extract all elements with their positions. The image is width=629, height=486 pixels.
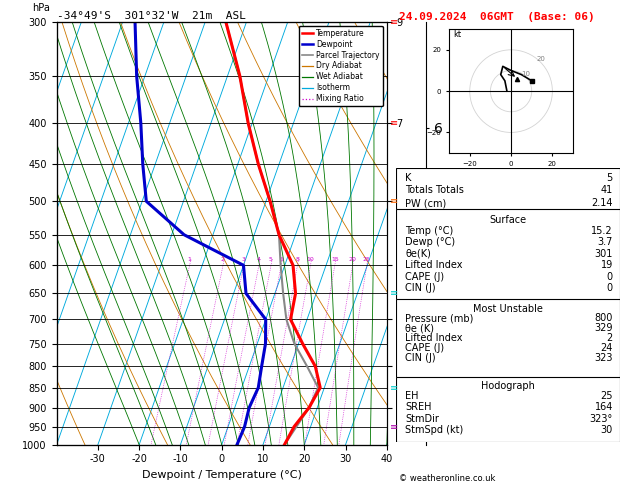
Text: LCL: LCL	[503, 383, 518, 392]
Text: SREH: SREH	[405, 402, 431, 413]
Text: 5: 5	[269, 257, 273, 262]
Text: 0: 0	[607, 283, 613, 293]
Text: ≡: ≡	[390, 422, 398, 432]
Text: 41: 41	[601, 186, 613, 195]
Text: 3.7: 3.7	[598, 237, 613, 247]
Text: CAPE (J): CAPE (J)	[405, 343, 444, 353]
Text: 24: 24	[601, 343, 613, 353]
Text: 301: 301	[594, 249, 613, 259]
Text: 10: 10	[306, 257, 314, 262]
Text: 323°: 323°	[589, 414, 613, 424]
Text: 15.2: 15.2	[591, 226, 613, 236]
Text: 4: 4	[257, 257, 261, 262]
Text: 3: 3	[242, 257, 246, 262]
X-axis label: Dewpoint / Temperature (°C): Dewpoint / Temperature (°C)	[142, 470, 302, 480]
Legend: Temperature, Dewpoint, Parcel Trajectory, Dry Adiabat, Wet Adiabat, Isotherm, Mi: Temperature, Dewpoint, Parcel Trajectory…	[299, 26, 383, 106]
Text: 2: 2	[221, 257, 225, 262]
Y-axis label: Mixing Ratio (g/kg): Mixing Ratio (g/kg)	[446, 187, 456, 279]
Text: 800: 800	[594, 313, 613, 323]
Text: Surface: Surface	[489, 215, 526, 226]
Text: 0: 0	[607, 272, 613, 282]
Text: 1: 1	[187, 257, 191, 262]
Text: 2: 2	[606, 333, 613, 343]
Text: -34°49'S  301°32'W  21m  ASL: -34°49'S 301°32'W 21m ASL	[57, 11, 245, 21]
Text: 10: 10	[521, 71, 530, 77]
FancyBboxPatch shape	[396, 168, 620, 209]
Text: 15: 15	[331, 257, 338, 262]
Text: θe(K): θe(K)	[405, 249, 431, 259]
Text: Temp (°C): Temp (°C)	[405, 226, 454, 236]
FancyBboxPatch shape	[396, 209, 620, 299]
Text: K: K	[405, 173, 411, 183]
Text: 24.09.2024  06GMT  (Base: 06): 24.09.2024 06GMT (Base: 06)	[399, 12, 595, 22]
Text: 164: 164	[594, 402, 613, 413]
Text: 323: 323	[594, 353, 613, 363]
Text: Pressure (mb): Pressure (mb)	[405, 313, 474, 323]
Text: ≡: ≡	[390, 17, 398, 27]
Text: Lifted Index: Lifted Index	[405, 260, 463, 270]
Text: 20: 20	[348, 257, 357, 262]
Text: CIN (J): CIN (J)	[405, 353, 436, 363]
Text: © weatheronline.co.uk: © weatheronline.co.uk	[399, 474, 496, 483]
Text: ≡: ≡	[390, 382, 398, 393]
Text: θe (K): θe (K)	[405, 323, 434, 333]
Text: ≡: ≡	[390, 288, 398, 298]
Text: 30: 30	[601, 425, 613, 435]
FancyBboxPatch shape	[396, 377, 620, 442]
Text: 19: 19	[601, 260, 613, 270]
Text: EH: EH	[405, 391, 419, 401]
Text: PW (cm): PW (cm)	[405, 198, 447, 208]
Text: Most Unstable: Most Unstable	[473, 304, 543, 314]
Text: kt: kt	[454, 31, 461, 39]
Text: 5: 5	[606, 173, 613, 183]
Text: 25: 25	[363, 257, 370, 262]
Text: CAPE (J): CAPE (J)	[405, 272, 444, 282]
Text: Totals Totals: Totals Totals	[405, 186, 464, 195]
Text: 6: 6	[279, 257, 283, 262]
Text: 8: 8	[296, 257, 299, 262]
Text: 2.14: 2.14	[591, 198, 613, 208]
Text: hPa: hPa	[32, 3, 50, 14]
Text: Dewp (°C): Dewp (°C)	[405, 237, 455, 247]
Y-axis label: km
ASL: km ASL	[404, 224, 426, 243]
Text: StmSpd (kt): StmSpd (kt)	[405, 425, 464, 435]
Text: 20: 20	[537, 56, 545, 62]
Text: ≡: ≡	[390, 196, 398, 206]
Text: Lifted Index: Lifted Index	[405, 333, 463, 343]
Text: CIN (J): CIN (J)	[405, 283, 436, 293]
Text: StmDir: StmDir	[405, 414, 439, 424]
Text: Hodograph: Hodograph	[481, 381, 535, 391]
Text: 25: 25	[600, 391, 613, 401]
Text: ≡: ≡	[390, 118, 398, 128]
FancyBboxPatch shape	[396, 299, 620, 377]
Text: 329: 329	[594, 323, 613, 333]
